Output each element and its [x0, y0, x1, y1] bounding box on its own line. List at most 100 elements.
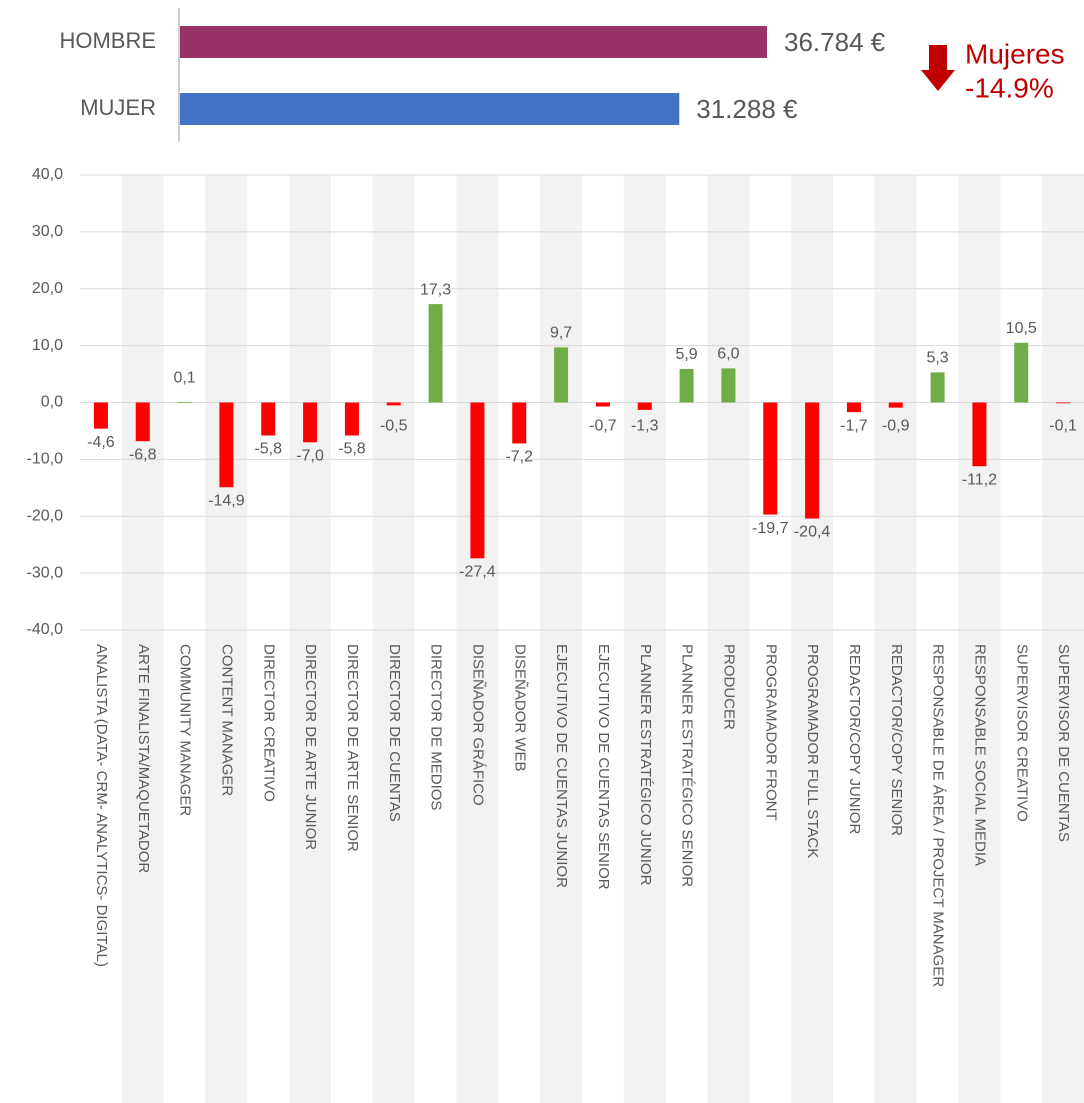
x-tick-label: DISEÑADOR WEB: [511, 644, 528, 772]
value-label: -0,5: [380, 418, 408, 435]
band-shade: [121, 175, 164, 1103]
value-label: -5,8: [338, 441, 366, 458]
bar: [180, 93, 680, 125]
category-label: HOMBRE: [59, 28, 156, 53]
y-tick-label: 20,0: [32, 280, 63, 297]
value-label: -20,4: [794, 524, 831, 541]
bar: [888, 402, 903, 408]
value-label: -1,3: [631, 418, 659, 435]
bar: [1056, 402, 1071, 404]
bar: [679, 368, 694, 403]
band-shade: [707, 175, 750, 1103]
bar: [1014, 342, 1029, 403]
value-label: -11,2: [962, 471, 997, 488]
x-tick-label: PLANNER ESTRATÉGICO JUNIOR: [637, 644, 654, 886]
value-label: -7,0: [296, 448, 324, 465]
value-label: 6,0: [717, 346, 739, 363]
band-shade: [791, 175, 833, 1103]
x-tick-label: DIRECTOR DE ARTE JUNIOR: [302, 644, 319, 850]
x-tick-label: DIRECTOR DE MEDIOS: [428, 644, 445, 810]
band-shade: [372, 175, 415, 1103]
value-label: 36.784 €: [784, 27, 886, 57]
bar: [554, 347, 569, 403]
down-arrow: [921, 45, 955, 91]
bar: [637, 402, 652, 410]
y-tick-label: 40,0: [32, 166, 63, 183]
band-shade: [623, 175, 666, 1103]
bar: [180, 26, 767, 58]
bar: [261, 402, 276, 436]
value-label: 9,7: [550, 325, 572, 342]
bar: [721, 368, 736, 403]
bar: [805, 402, 820, 519]
y-tick-label: -10,0: [27, 451, 64, 468]
y-tick-label: -20,0: [27, 507, 64, 524]
value-label: -0,7: [589, 418, 617, 435]
bar: [303, 402, 318, 443]
x-tick-label: RESPONSABLE DE ÁREA / PROJECT MANAGER: [930, 644, 947, 987]
bar: [386, 402, 401, 406]
bar: [93, 402, 108, 429]
x-tick-label: SUPERVISOR CREATIVO: [1013, 644, 1030, 822]
bar: [512, 402, 527, 444]
x-tick-label: SUPERVISOR DE CUENTAS: [1055, 644, 1072, 842]
value-label: 0,1: [173, 370, 195, 387]
bar: [428, 304, 443, 403]
value-label: -1,7: [840, 418, 868, 435]
value-label: -14,9: [208, 492, 245, 509]
x-tick-label: EJECUTIVO DE CUENTAS JUNIOR: [553, 644, 570, 888]
value-label: -0,1: [1049, 418, 1077, 435]
x-tick-label: DIRECTOR DE CUENTAS: [386, 644, 403, 822]
x-tick-label: ARTE FINALISTA/MAQUETADOR: [135, 644, 152, 873]
band-shade: [540, 175, 582, 1103]
bar: [763, 402, 778, 515]
bar: [177, 401, 192, 403]
value-label: -19,7: [752, 520, 789, 537]
band-shade: [1042, 175, 1084, 1103]
value-label: -4,6: [87, 434, 115, 451]
y-tick-label: 0,0: [41, 394, 63, 411]
x-tick-label: PLANNER ESTRATÉGICO SENIOR: [679, 644, 696, 887]
value-label: -6,8: [129, 446, 157, 463]
bar: [846, 402, 861, 413]
y-tick-label: 10,0: [32, 337, 63, 354]
value-label: 5,9: [675, 346, 697, 363]
band-shade: [874, 175, 917, 1103]
x-tick-label: REDACTOR/COPY SENIOR: [888, 644, 905, 836]
x-tick-label: PRODUCER: [720, 644, 737, 730]
bar: [135, 402, 150, 442]
bar: [595, 402, 610, 407]
annotation: Mujeres: [965, 38, 1065, 69]
bar: [219, 402, 234, 488]
bar: [972, 402, 987, 467]
y-tick-label: -40,0: [27, 621, 64, 638]
value-label: -5,8: [254, 441, 282, 458]
band-shade: [289, 175, 331, 1103]
band-shade: [456, 175, 499, 1103]
bar: [344, 402, 359, 436]
bar: [930, 372, 945, 403]
x-tick-label: COMMUNITY MANAGER: [177, 644, 194, 816]
annotation: -14.9%: [965, 72, 1054, 103]
x-tick-label: CONTENT MANAGER: [218, 644, 235, 796]
bar: [470, 402, 485, 559]
band-shade: [205, 175, 248, 1103]
value-label: -0,9: [882, 418, 910, 435]
x-tick-label: RESPONSABLE SOCIAL MEDIA: [971, 644, 988, 866]
value-label: -7,2: [505, 449, 533, 466]
y-tick-label: 30,0: [32, 223, 63, 240]
x-tick-label: DISEÑADOR GRÁFICO: [469, 644, 486, 806]
x-tick-label: ANALISTA (DATA- CRM- ANALYTICS- DIGITAL): [93, 644, 110, 967]
category-label: MUJER: [80, 95, 156, 120]
x-tick-label: DIRECTOR CREATIVO: [260, 644, 277, 802]
value-label: 17,3: [420, 281, 451, 298]
x-tick-label: REDACTOR/COPY JUNIOR: [846, 644, 863, 834]
y-tick-label: -30,0: [27, 564, 64, 581]
value-label: 5,3: [926, 350, 948, 367]
value-label: 31.288 €: [696, 94, 798, 124]
band-shade: [958, 175, 1001, 1103]
x-tick-label: PROGRAMADOR FULL STACK: [804, 644, 821, 858]
value-label: -27,4: [459, 564, 496, 581]
x-tick-label: PROGRAMADOR FRONT: [762, 644, 779, 821]
